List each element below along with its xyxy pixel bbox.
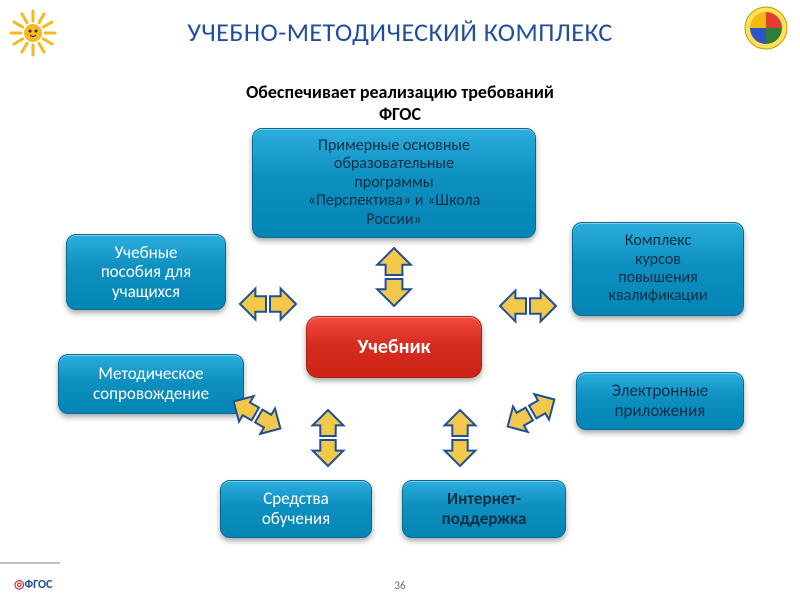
arrow-a-mr: [495, 380, 566, 445]
slide-title: УЧЕБНО-МЕТОДИЧЕСКИЙ КОМПЛЕКС: [0, 16, 800, 48]
node-ml: Методическое сопровождение: [58, 354, 244, 414]
slide-number: 36: [0, 579, 800, 592]
node-br: Интернет- поддержка: [402, 480, 566, 538]
diagram: Учебник Примерные основные образовательны…: [0, 110, 800, 600]
node-tl: Учебные пособия для учащихся: [66, 234, 226, 310]
arrow-a-top: [370, 246, 418, 308]
center-node-textbook: Учебник: [306, 316, 482, 378]
node-top: Примерные основные образовательные прогр…: [252, 128, 536, 238]
decorative-line: [0, 562, 60, 564]
arrow-a-tl: [238, 282, 298, 326]
node-tr: Комплекс курсов повышения квалификации: [572, 222, 744, 316]
arrow-a-tr: [498, 284, 558, 328]
node-bl: Средства обучения: [220, 480, 372, 538]
node-mr: Электронные приложения: [576, 372, 744, 430]
arrow-a-br: [438, 408, 482, 468]
arrow-a-bl: [306, 408, 350, 468]
